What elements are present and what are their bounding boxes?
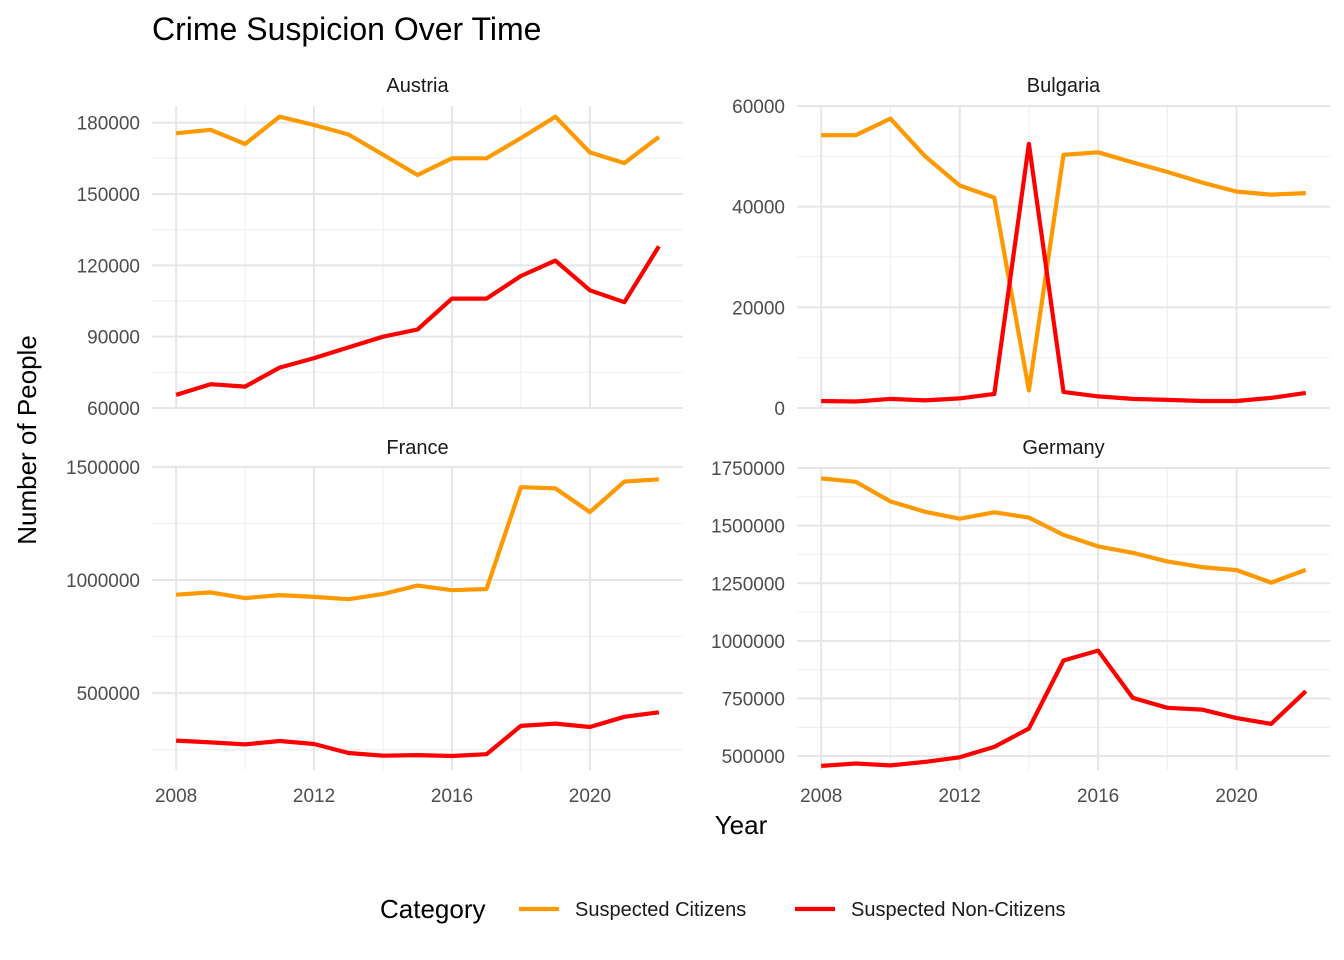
series-line-suspected-non-citizens [175, 245, 661, 397]
series-line-suspected-citizens [820, 476, 1307, 585]
panel-germany: 500000 750000 1000000 1250000 1500000 1750000… [711, 437, 1330, 807]
panel-title: Germany [1022, 437, 1104, 459]
x-tick-label: 2012 [293, 786, 335, 807]
series-line-suspected-citizens [175, 114, 661, 178]
y-tick-label: 1500000 [711, 517, 785, 538]
y-tick-label: 1000000 [711, 632, 785, 653]
series-line-suspected-non-citizens [175, 710, 660, 759]
y-tick-label: 750000 [722, 690, 785, 711]
y-tick-label: 500000 [77, 684, 140, 705]
legend-item-suspected-citizens: Suspected Citizens [519, 899, 746, 921]
legend-title: Category [380, 894, 486, 924]
x-tick-label: 2016 [431, 786, 473, 807]
panel-title: Austria [386, 75, 449, 97]
x-tick-label: 2012 [939, 786, 981, 807]
series-line-suspected-citizens [821, 116, 1306, 393]
legend-label: Suspected Citizens [575, 899, 746, 921]
x-tick-label: 2008 [800, 786, 842, 807]
y-tick-label: 60000 [87, 399, 140, 420]
series-line-suspected-non-citizens [821, 648, 1308, 768]
x-tick-label: 2020 [1215, 786, 1257, 807]
y-tick-label: 1250000 [711, 574, 785, 595]
x-tick-label: 2020 [569, 786, 611, 807]
panel-france: 500000 1000000 1500000 France 2008 2012 2016 20… [66, 437, 683, 807]
y-tick-label: 1750000 [711, 459, 785, 480]
y-tick-label: 120000 [77, 256, 140, 277]
x-tick-label: 2008 [155, 786, 197, 807]
panel-bulgaria: 0 20000 40000 60000 Bulgaria [732, 75, 1330, 420]
x-tick-label: 2016 [1077, 786, 1119, 807]
y-tick-label: 1000000 [66, 571, 140, 592]
y-tick-label: 20000 [732, 298, 785, 319]
legend: Category Suspected Citizens Suspected Non… [380, 894, 1066, 924]
y-tick-label: 60000 [732, 97, 785, 118]
y-axis-title: Number of People [12, 335, 42, 545]
chart-title: Crime Suspicion Over Time [152, 11, 541, 47]
y-tick-label: 0 [774, 399, 785, 420]
y-tick-label: 180000 [77, 114, 140, 135]
y-tick-label: 40000 [732, 198, 785, 219]
legend-label: Suspected Non-Citizens [851, 899, 1066, 921]
panel-title: France [386, 437, 448, 459]
panels: 60000 90000 120000 150000 180000 Austria 0 2000… [66, 75, 1330, 807]
y-tick-label: 1500000 [66, 458, 140, 479]
x-axis-title: Year [715, 810, 768, 840]
y-tick-label: 500000 [722, 747, 785, 768]
y-tick-label: 150000 [77, 185, 140, 206]
legend-item-suspected-non-citizens: Suspected Non-Citizens [795, 899, 1066, 921]
panel-austria: 60000 90000 120000 150000 180000 Austria [77, 75, 683, 420]
y-tick-label: 90000 [87, 328, 140, 349]
series-line-suspected-non-citizens [821, 141, 1307, 404]
panel-title: Bulgaria [1027, 75, 1101, 97]
series-line-suspected-citizens [175, 477, 660, 602]
